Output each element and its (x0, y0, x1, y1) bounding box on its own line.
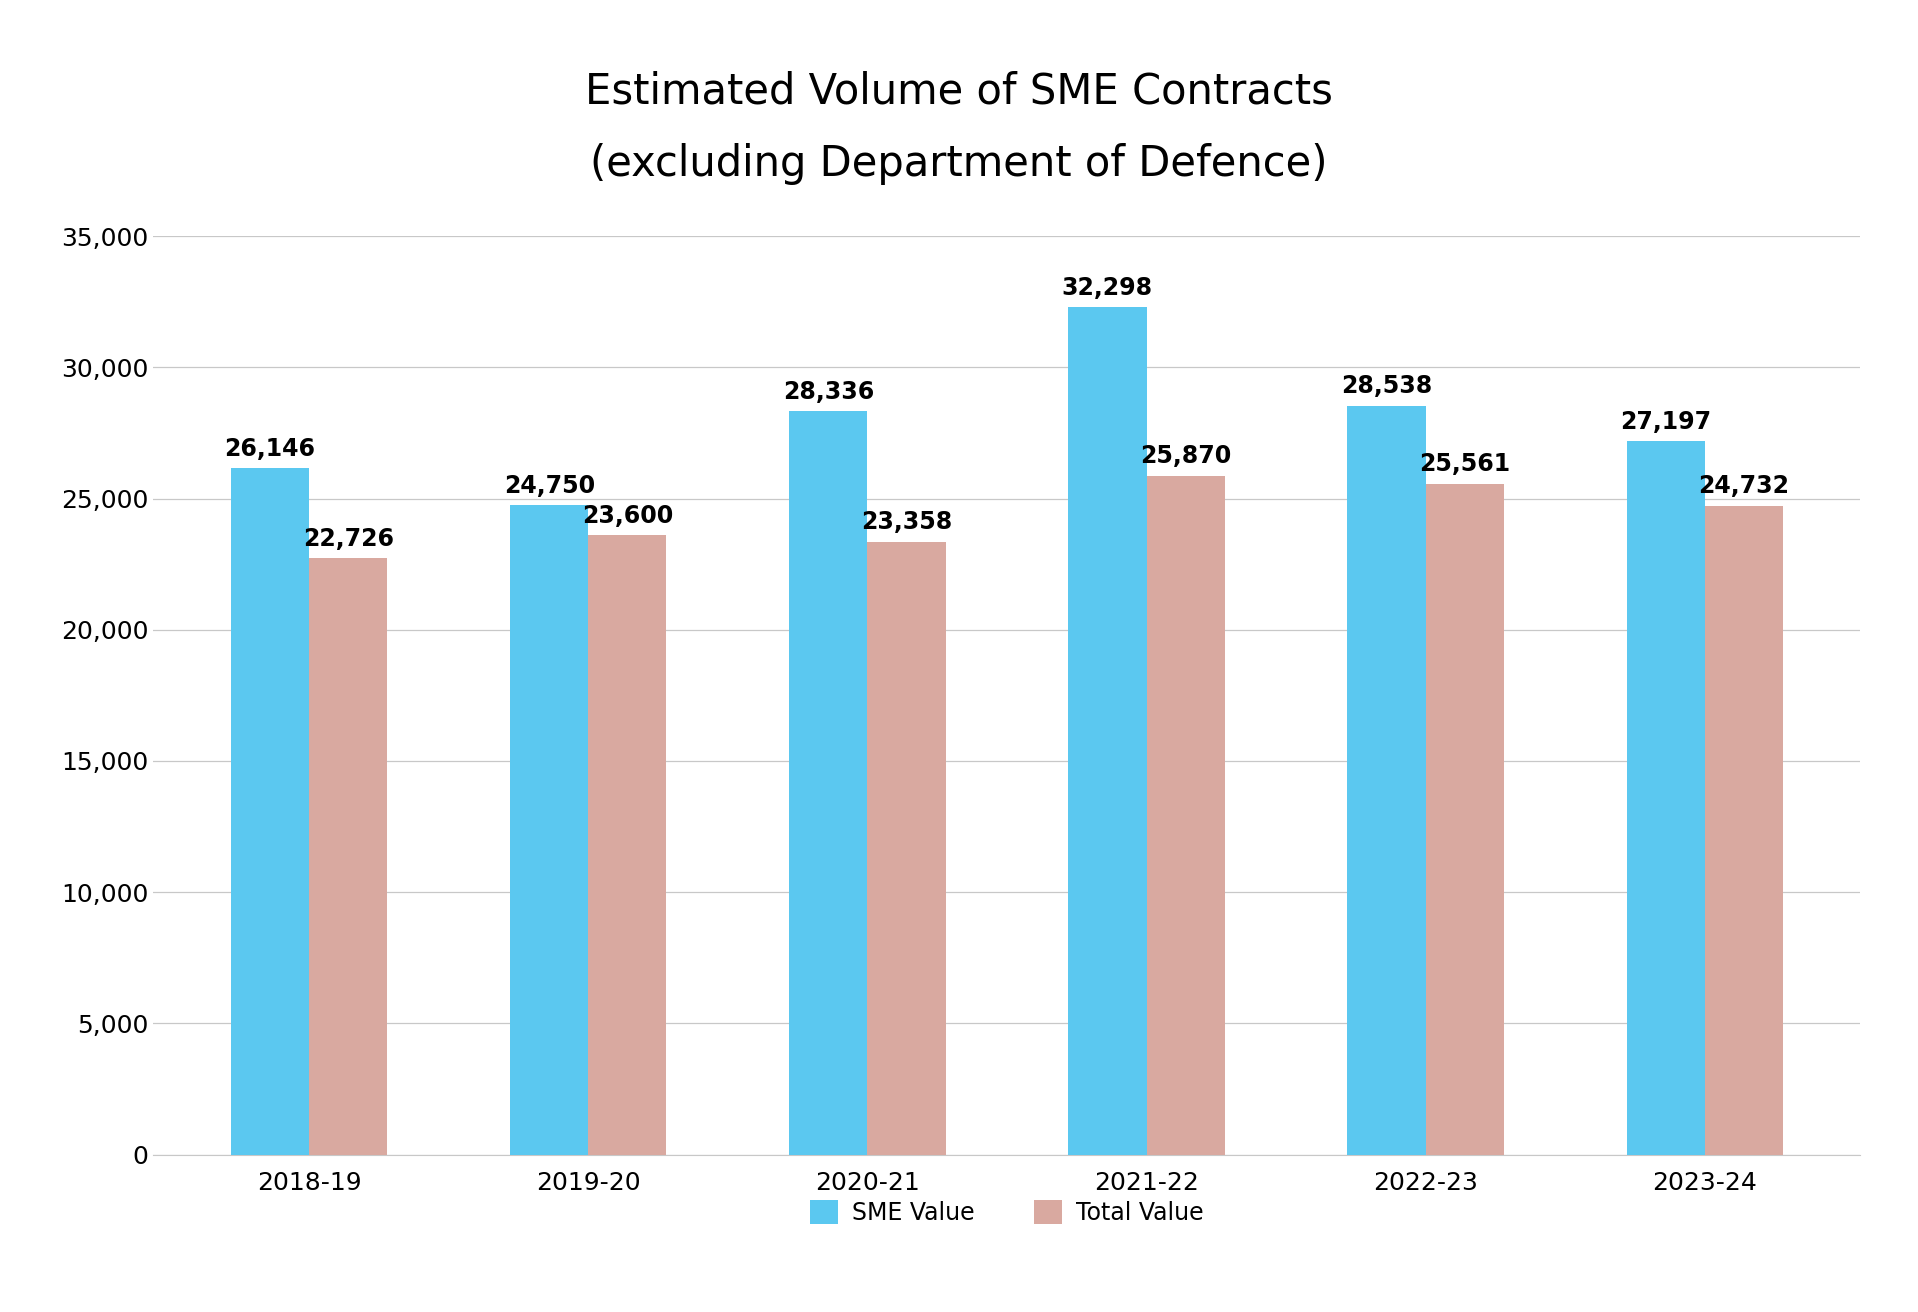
Bar (309, 558, 387, 1155)
Text: 28,538: 28,538 (1341, 374, 1433, 399)
Text: 22,726: 22,726 (303, 527, 393, 551)
Text: 24,732: 24,732 (1697, 474, 1789, 499)
Text: 32,298: 32,298 (1063, 276, 1153, 299)
Text: 27,197: 27,197 (1621, 409, 1711, 433)
Bar (867, 542, 946, 1155)
Bar (1147, 476, 1226, 1155)
Text: 25,561: 25,561 (1419, 453, 1509, 476)
Text: 26,146: 26,146 (224, 437, 316, 461)
Bar (230, 468, 309, 1155)
Bar (589, 535, 666, 1155)
Text: Estimated Volume of SME Contracts: Estimated Volume of SME Contracts (585, 71, 1333, 113)
Bar (1348, 405, 1425, 1155)
Text: (excluding Department of Defence): (excluding Department of Defence) (591, 143, 1327, 185)
Text: 28,336: 28,336 (783, 379, 875, 404)
Bar (1425, 484, 1504, 1155)
Text: 23,358: 23,358 (861, 510, 951, 534)
Bar (1068, 307, 1147, 1155)
Bar (1705, 505, 1784, 1155)
Bar (1626, 441, 1705, 1155)
Text: 23,600: 23,600 (581, 504, 673, 527)
Text: 24,750: 24,750 (504, 474, 595, 497)
Bar (510, 505, 589, 1155)
Bar (788, 411, 867, 1155)
Legend: SME Value, Total Value: SME Value, Total Value (800, 1190, 1214, 1235)
Text: 25,870: 25,870 (1139, 445, 1231, 468)
